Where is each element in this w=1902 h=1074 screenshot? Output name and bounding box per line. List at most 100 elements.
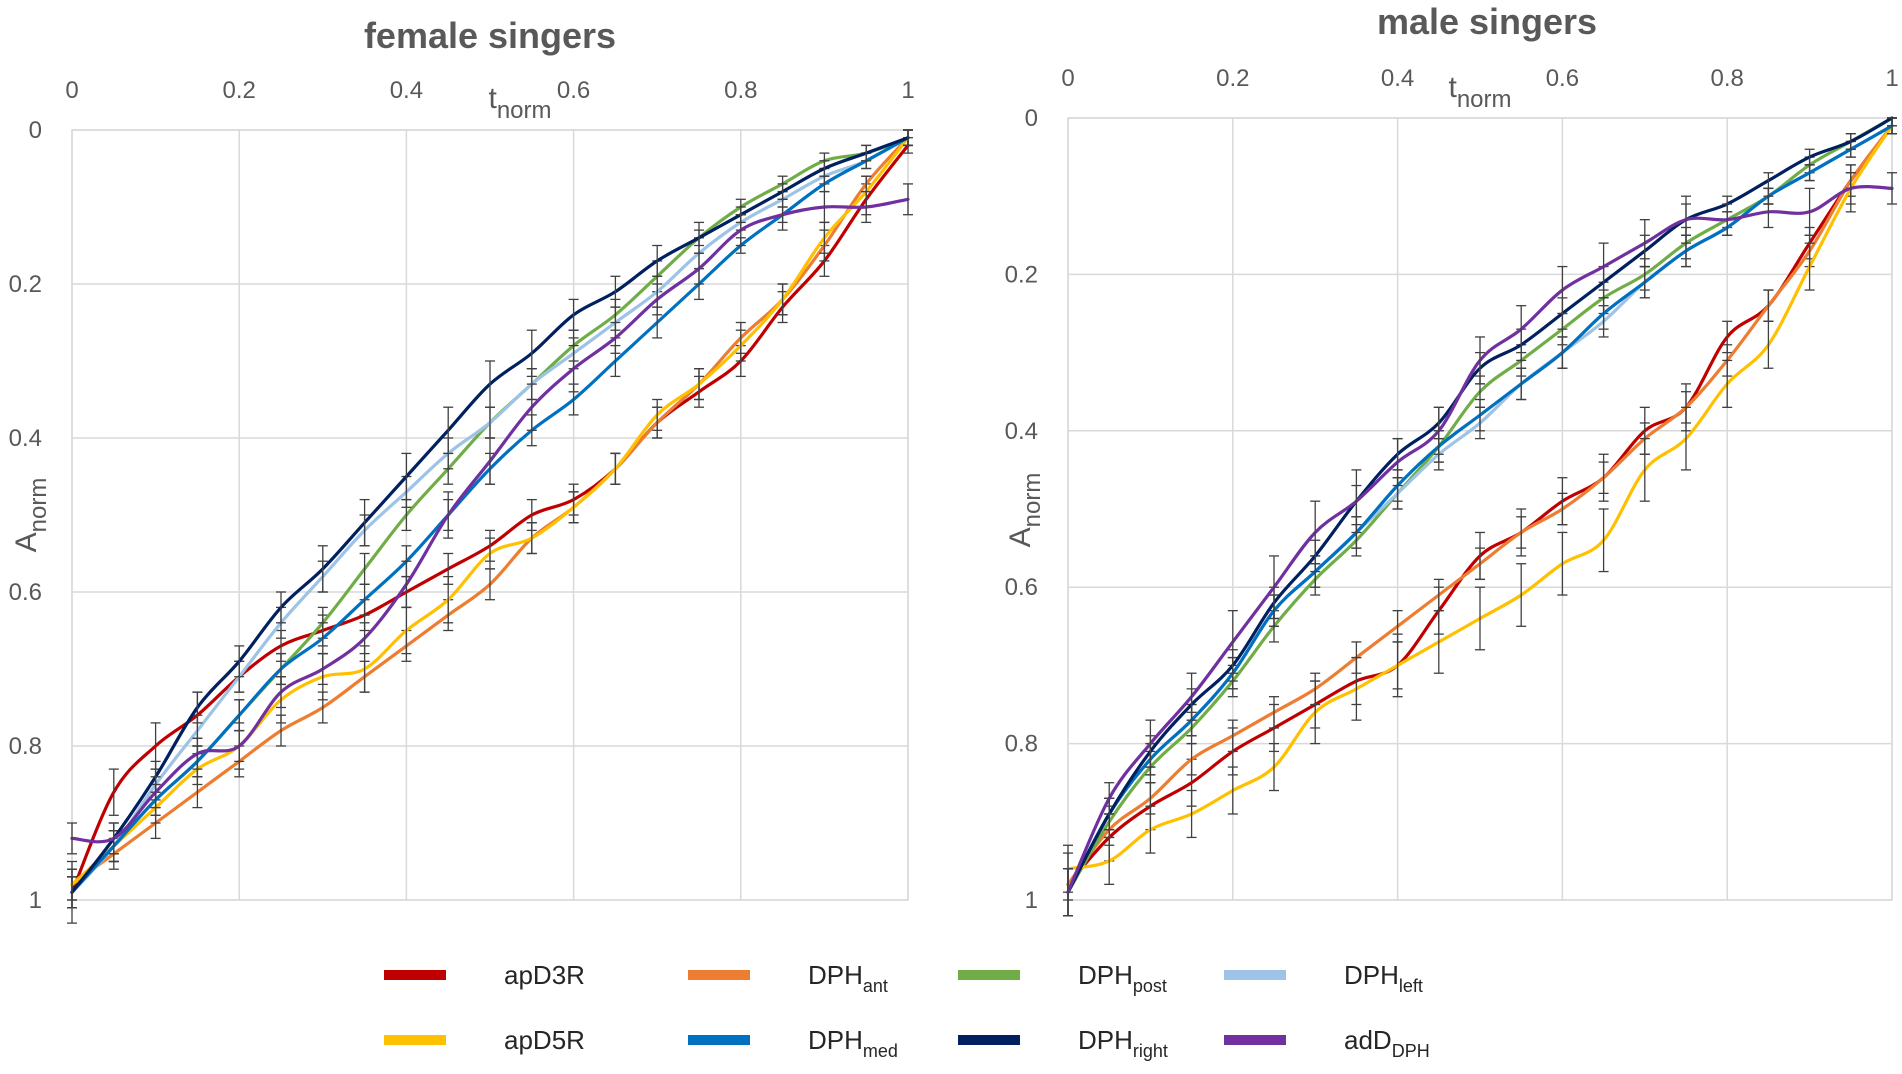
error-bar — [401, 452, 412, 501]
error-bar — [317, 652, 328, 686]
error-bar — [1475, 336, 1485, 385]
error-bar — [777, 198, 788, 231]
y-tick-label: 1 — [1025, 887, 1038, 914]
error-bar — [443, 406, 454, 455]
legend-item-dph-med: DPHmed — [688, 1025, 898, 1061]
series-line-dph-right — [1066, 116, 1894, 894]
error-bar — [67, 822, 77, 855]
error-bar — [192, 737, 203, 770]
error-bar — [1145, 805, 1156, 854]
y-tick-label: 0.4 — [9, 425, 42, 452]
error-bar — [443, 491, 454, 539]
legend-label-base: DPH — [808, 1025, 863, 1055]
error-bar — [1433, 610, 1444, 674]
error-bar — [694, 368, 704, 401]
error-bar — [1516, 367, 1527, 401]
error-bar — [1310, 680, 1321, 745]
legend-label: DPHpost — [1078, 960, 1167, 996]
error-bar — [903, 183, 913, 216]
error-bar — [819, 160, 830, 177]
error-bar — [735, 329, 746, 362]
x-axis-label: tnorm — [1448, 71, 1511, 113]
legend-label-subscript: DPH — [1392, 1041, 1430, 1061]
legend-label-subscript: right — [1133, 1041, 1168, 1061]
error-bar — [485, 537, 495, 570]
error-bar — [1763, 320, 1774, 369]
error-bar — [1804, 187, 1815, 236]
legend-label-subscript: ant — [863, 976, 888, 996]
error-bar — [1598, 242, 1609, 291]
legend-label-base: DPH — [808, 960, 863, 990]
y-tick-label: 0.4 — [1005, 418, 1038, 445]
x-axis-label-subscript: norm — [1457, 86, 1512, 113]
y-tick-label: 1 — [29, 887, 42, 914]
y-axis-label-base: A — [1004, 527, 1037, 547]
error-bar — [610, 275, 621, 308]
legend-label-subscript: left — [1399, 976, 1423, 996]
y-axis-label-subscript: norm — [25, 478, 52, 533]
error-bar — [1351, 469, 1362, 534]
series-line-apd5r — [70, 136, 910, 887]
error-bar — [694, 252, 704, 285]
error-bar — [1887, 117, 1897, 127]
y-axis-label: Anorm — [10, 478, 52, 553]
y-axis-label: Anorm — [1004, 473, 1046, 548]
chart-title: female singers — [364, 15, 616, 56]
error-bar — [1063, 868, 1073, 917]
legend-label: DPHright — [1078, 1025, 1168, 1061]
error-bar — [1639, 437, 1650, 502]
error-bar — [359, 498, 370, 547]
legend-label-base: apD3R — [504, 960, 585, 990]
plot-area — [1067, 117, 1893, 901]
series-line-dph-left — [70, 136, 910, 894]
x-tick-label: 0.2 — [1216, 65, 1249, 92]
error-bar — [1887, 172, 1897, 205]
error-bar — [610, 321, 621, 354]
error-bar — [1681, 406, 1691, 471]
y-tick-label: 0.6 — [1005, 574, 1038, 601]
series-line-dph-post — [1066, 116, 1894, 894]
legend-label-base: adD — [1344, 1025, 1392, 1055]
error-bar — [652, 283, 663, 316]
error-bar — [108, 822, 119, 855]
error-bar — [317, 545, 328, 593]
error-bar — [1639, 219, 1650, 268]
legend-label: DPHleft — [1344, 960, 1423, 996]
series-dph-ant — [1063, 117, 1897, 901]
error-bar — [1845, 132, 1856, 150]
error-bar — [443, 575, 454, 624]
legend-item-apd5r: apD5R — [384, 1025, 585, 1055]
error-bar — [1722, 359, 1733, 408]
error-bar — [192, 691, 203, 724]
x-axis-label-base: t — [1448, 71, 1457, 104]
x-tick-label: 0.8 — [1711, 65, 1744, 92]
error-bar — [1598, 508, 1609, 573]
y-tick-label: 0.8 — [9, 733, 42, 760]
legend-item-add-dph: adDDPH — [1224, 1025, 1430, 1061]
chart-title: male singers — [1377, 1, 1597, 42]
error-bar — [1104, 782, 1115, 815]
error-bar — [861, 190, 872, 224]
legend-label-subscript: post — [1133, 976, 1167, 996]
legend-label: apD3R — [504, 960, 585, 990]
error-bar — [1186, 789, 1197, 839]
x-axis-label: tnorm — [488, 82, 551, 124]
error-bar — [276, 676, 286, 709]
error-bar — [234, 645, 245, 678]
error-bar — [1475, 398, 1485, 432]
male-singers-chart: 0 0.2 0.4 0.6 0.8 1 0 0.2 0.4 0.6 0.8 1 male singers… — [1004, 1, 1899, 917]
legend-label: apD5R — [504, 1025, 585, 1055]
error-bar — [1433, 406, 1444, 455]
x-tick-label: 0 — [65, 77, 78, 104]
error-bar — [1845, 164, 1856, 213]
error-bar — [568, 298, 579, 331]
x-tick-label: 0.2 — [223, 77, 256, 104]
error-bar — [1475, 547, 1485, 581]
error-bar — [1351, 656, 1362, 721]
error-bar — [359, 622, 370, 655]
error-bar — [568, 344, 579, 393]
error-bar — [1310, 500, 1321, 565]
legend-item-dph-left: DPHleft — [1224, 960, 1423, 996]
legend-label-base: DPH — [1344, 960, 1399, 990]
